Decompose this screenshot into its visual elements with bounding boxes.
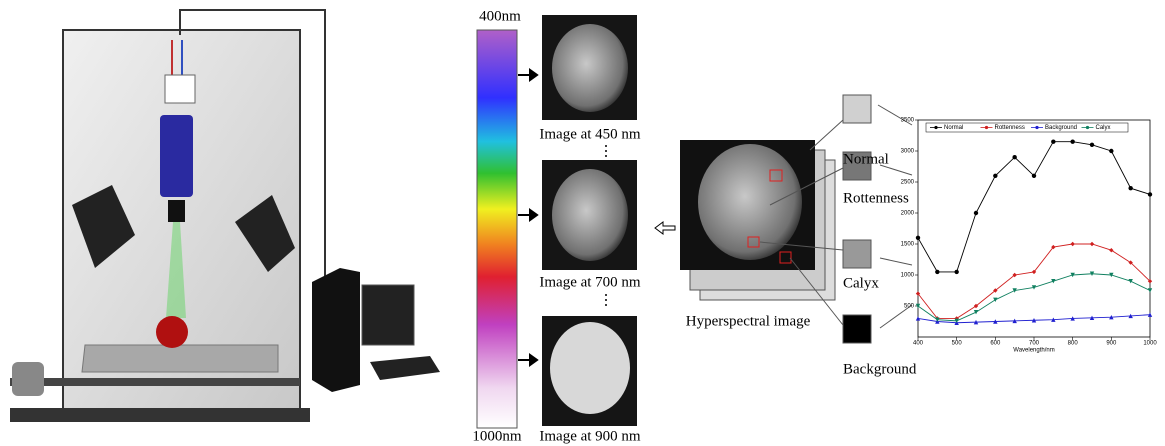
point <box>1012 155 1016 159</box>
legend-label: Background <box>1045 125 1077 131</box>
colorbar-bottom-label: 1000nm <box>472 428 522 444</box>
point <box>1090 143 1094 147</box>
dot <box>605 155 607 157</box>
apple <box>698 144 802 260</box>
region-label: Calyx <box>843 275 879 291</box>
point <box>1070 140 1074 144</box>
motor <box>12 362 44 396</box>
legend-marker <box>1035 126 1038 129</box>
region-cube <box>843 240 871 268</box>
band-label: Image at 900 nm <box>539 428 641 444</box>
lens <box>168 200 185 222</box>
region-label: Normal <box>843 151 889 167</box>
legend-label: Rottenness <box>995 125 1025 131</box>
region-label: Rottenness <box>843 190 909 206</box>
x-tick-label: 400 <box>913 341 924 347</box>
page: 400nm 1000nm Image at 450 nm Image at 70… <box>0 0 1165 446</box>
apple <box>552 169 628 261</box>
region-cube <box>843 95 871 123</box>
colorbar <box>477 30 517 428</box>
y-tick-label: 3000 <box>901 149 915 155</box>
sample <box>156 316 188 348</box>
computer-tower <box>312 268 360 392</box>
y-tick-label: 2000 <box>901 211 915 217</box>
point <box>935 270 939 274</box>
band-arrows <box>518 70 537 365</box>
spectrograph <box>165 75 195 103</box>
arrow-head <box>530 355 537 365</box>
point <box>954 270 958 274</box>
band-label: Image at 450 nm <box>539 126 641 142</box>
y-tick-label: 2500 <box>901 180 915 186</box>
colorbar-top-label: 400nm <box>479 8 521 24</box>
y-tick-label: 1500 <box>901 242 915 248</box>
figure: 400nm 1000nm Image at 450 nm Image at 70… <box>0 0 1165 446</box>
point <box>1109 149 1113 153</box>
x-tick-label: 800 <box>1068 341 1079 347</box>
rail <box>10 378 300 386</box>
region-cubes <box>843 95 871 343</box>
apple <box>550 322 630 414</box>
region-cube <box>843 315 871 343</box>
legend-label: Normal <box>944 125 963 131</box>
stage <box>82 345 278 372</box>
point <box>1148 192 1152 196</box>
dot <box>605 145 607 147</box>
dot <box>605 150 607 152</box>
keyboard <box>370 356 440 380</box>
x-tick-label: 900 <box>1106 341 1117 347</box>
hypercube <box>680 140 835 300</box>
band-label: Image at 700 nm <box>539 274 641 290</box>
legend-label: Calyx <box>1096 125 1111 131</box>
x-axis-label: Wavelength/nm <box>1013 348 1054 354</box>
plot-area <box>918 120 1150 337</box>
point <box>1032 174 1036 178</box>
y-tick-label: 500 <box>904 304 915 310</box>
point <box>993 174 997 178</box>
camera <box>160 115 193 197</box>
x-tick-label: 500 <box>952 341 963 347</box>
dot <box>605 304 607 306</box>
legend-marker <box>985 126 988 129</box>
hollow-arrow <box>655 222 675 234</box>
x-tick-label: 1000 <box>1143 341 1157 347</box>
region-label: Background <box>843 361 917 377</box>
y-tick-label: 3500 <box>901 118 915 124</box>
x-tick-label: 600 <box>990 341 1001 347</box>
monitor <box>362 285 414 345</box>
x-tick-label: 700 <box>1029 341 1040 347</box>
legend-marker <box>1086 126 1089 129</box>
base <box>10 408 310 422</box>
hypercube-label: Hyperspectral image <box>686 313 811 329</box>
link <box>880 258 912 265</box>
spectra-chart: Wavelength/nm 400 500 600 700 800 900 1000 500 1… <box>901 118 1158 354</box>
dot <box>605 299 607 301</box>
link <box>810 120 843 150</box>
apple <box>552 24 628 112</box>
point <box>1128 186 1132 190</box>
point <box>974 211 978 215</box>
apparatus <box>10 10 440 422</box>
y-tick-label: 1000 <box>901 273 915 279</box>
legend-marker <box>934 126 937 129</box>
arrow-head <box>530 70 537 80</box>
point <box>916 236 920 240</box>
arrow-head <box>530 210 537 220</box>
dot <box>605 294 607 296</box>
point <box>1051 140 1055 144</box>
